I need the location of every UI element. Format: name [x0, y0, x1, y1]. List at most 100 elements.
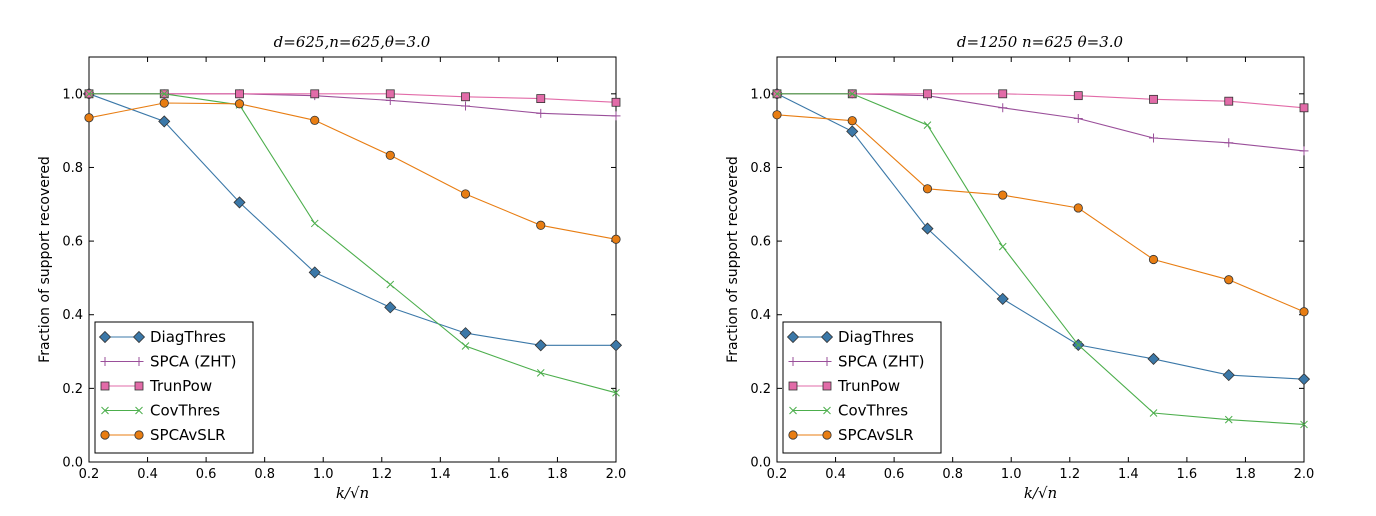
data-point: [611, 111, 621, 121]
legend-box: [94, 321, 254, 454]
legend-marker: [132, 330, 146, 344]
data-point: [536, 94, 546, 104]
data-point: [998, 242, 1007, 251]
data-point: [611, 97, 621, 107]
data-point: [1299, 103, 1309, 113]
x-tick-label: 0.8: [942, 467, 963, 482]
x-tick-label: 1.8: [1235, 467, 1256, 482]
data-point: [998, 190, 1008, 200]
legend: DiagThres SPCA (ZHT) TrunPow CovThres SPCAvS…: [94, 321, 254, 454]
data-point: [922, 184, 933, 194]
data-point: [385, 89, 395, 99]
x-tick-label: 0.2: [79, 467, 100, 482]
legend-label: CovThres: [838, 402, 908, 420]
y-axis-label: Fraction of support recovered: [725, 156, 741, 363]
y-tick-label: 0.8: [750, 161, 771, 176]
chart-title: d=625,n=625,θ=3.0: [274, 33, 431, 51]
y-tick-label: 1.0: [62, 87, 83, 102]
x-tick-label: 0.6: [196, 467, 217, 482]
chart-title: d=1250 n=625 θ=3.0: [957, 33, 1124, 51]
data-point: [158, 115, 171, 128]
data-point: [460, 189, 471, 199]
legend-marker: [100, 430, 110, 440]
legend-marker: [135, 406, 143, 415]
x-tick-label: 1.0: [313, 467, 334, 482]
legend-marker: [134, 430, 144, 440]
legend-label: DiagThres: [150, 328, 226, 346]
legend-item-trunpow: TrunPow: [788, 377, 900, 395]
data-point: [773, 89, 781, 98]
y-tick-label: 1.0: [750, 87, 771, 102]
legend-marker: [100, 357, 110, 366]
series-line: [777, 93, 1305, 109]
data-point: [772, 110, 782, 120]
legend-marker: [823, 406, 831, 415]
y-tick-label: 0.4: [750, 308, 771, 323]
x-tick-label: 1.6: [1177, 467, 1198, 482]
data-point: [310, 89, 320, 99]
data-point: [308, 266, 321, 279]
data-point: [1074, 341, 1083, 349]
data-point: [923, 89, 932, 99]
data-point: [1224, 415, 1233, 424]
chart-panel-1: 0.2 0.4 0.6 0.8 1.0 1.2 1.4 1.6 1.8 2.00.00.20.40…: [37, 33, 626, 502]
plot-frame: [776, 56, 1305, 463]
data-point: [1222, 369, 1235, 382]
legend-label: CovThres: [150, 402, 220, 420]
data-point: [459, 327, 472, 340]
x-tick-label: 0.2: [767, 467, 788, 482]
data-point: [234, 99, 245, 109]
series-line: [776, 93, 1305, 380]
legend-label: SPCAvSLR: [150, 426, 226, 444]
data-point: [160, 89, 169, 98]
x-tick-label: 1.2: [1059, 467, 1080, 482]
x-tick-label: 1.6: [489, 467, 510, 482]
y-axis-label: Fraction of support recovered: [37, 156, 53, 363]
y-tick-label: 0.6: [62, 235, 83, 250]
legend-item-diagthres: DiagThres: [98, 328, 226, 346]
data-point: [386, 280, 395, 289]
chart-panel-2: 0.2 0.4 0.6 0.8 1.0 1.2 1.4 1.6 1.8 2.00.00.20.40…: [725, 33, 1314, 502]
data-point: [612, 388, 620, 397]
y-tick-label: 0.6: [750, 235, 771, 250]
data-point: [310, 115, 320, 125]
legend-label: TrunPow: [149, 377, 212, 395]
legend-item-spca-zht: SPCA (ZHT): [788, 353, 925, 371]
series-covthres: [773, 89, 1308, 429]
y-tick-label: 0.2: [750, 382, 771, 397]
y-tick-label: 0.4: [62, 308, 83, 323]
legend-marker: [98, 330, 112, 344]
data-point: [1148, 254, 1159, 265]
data-point: [85, 89, 93, 98]
data-point: [1149, 409, 1158, 417]
data-point: [461, 92, 470, 102]
data-point: [536, 220, 546, 230]
data-point: [1073, 91, 1083, 101]
legend-label: SPCA (ZHT): [838, 353, 925, 371]
series-diagthres: [82, 87, 623, 352]
series-line: [88, 93, 616, 346]
legend-marker: [789, 406, 797, 415]
data-point: [536, 369, 545, 377]
legend: DiagThres SPCA (ZHT) TrunPow CovThres SPCAvS…: [782, 321, 942, 454]
legend-item-covthres: CovThres: [101, 402, 220, 420]
data-point: [1299, 146, 1309, 156]
data-point: [1224, 96, 1234, 106]
data-point: [1300, 420, 1308, 429]
x-tick-label: 0.4: [825, 467, 846, 482]
data-point: [996, 292, 1009, 305]
series-line: [89, 93, 617, 394]
legend-item-spcavslr: SPCAvSLR: [100, 426, 226, 444]
legend-label: DiagThres: [838, 328, 914, 346]
legend-label: SPCAvSLR: [838, 426, 914, 444]
y-tick-label: 0.8: [62, 161, 83, 176]
series-line: [777, 93, 1305, 425]
x-tick-label: 1.0: [1001, 467, 1022, 482]
data-point: [1224, 138, 1234, 148]
legend-marker: [788, 357, 798, 366]
legend-item-spca-zht: SPCA (ZHT): [100, 353, 237, 371]
x-tick-label: 1.2: [371, 467, 392, 482]
legend-marker: [822, 381, 832, 391]
series-spcavslr: [84, 98, 621, 244]
